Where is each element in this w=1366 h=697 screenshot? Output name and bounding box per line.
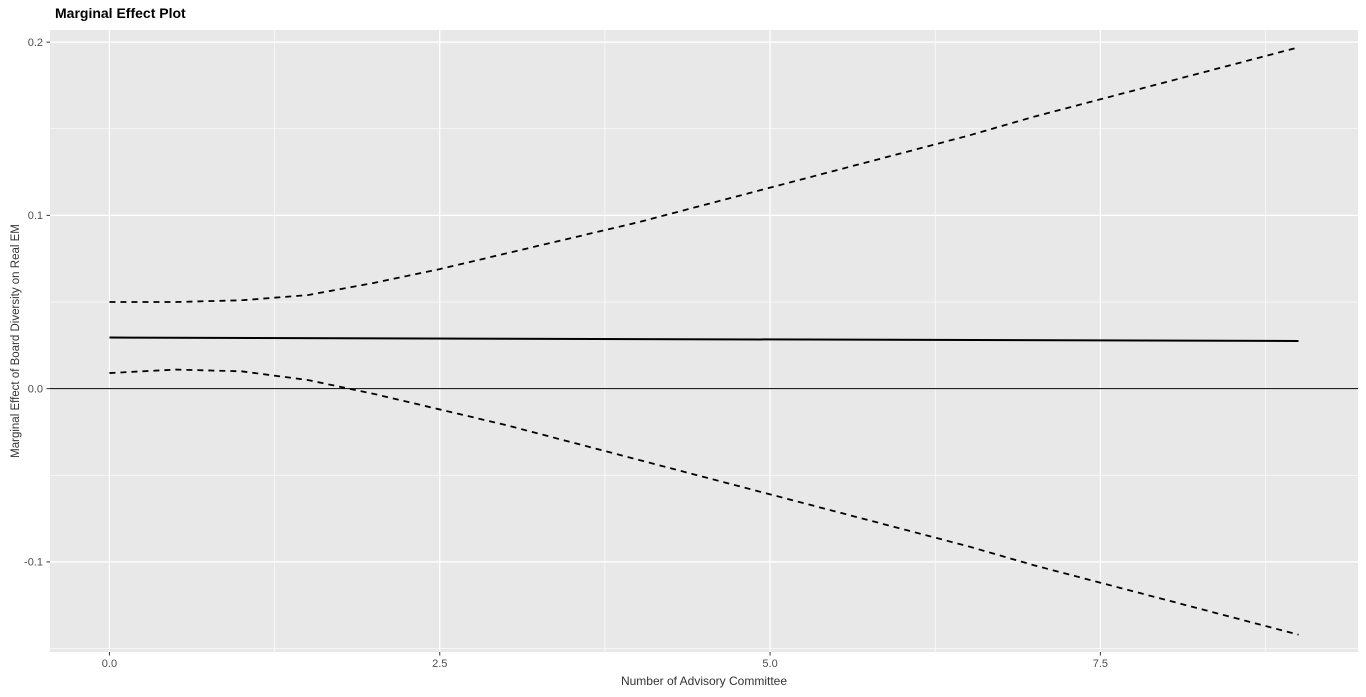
y-tick-label: 0.0 [28,383,43,395]
y-tick-label: 0.2 [28,37,43,49]
x-tick-label: 7.5 [1093,658,1108,670]
series-lower-confidence-bound [109,368,1299,636]
x-tick-label: 2.5 [432,658,447,670]
y-tick-label: 0.1 [28,210,43,222]
y-tick-label: -0.1 [24,557,43,569]
x-axis-label: Number of Advisory Committee [620,674,788,688]
chart-title: Marginal Effect Plot [55,5,186,21]
series-marginal-effect [109,336,1299,342]
x-tick-label: 0.0 [102,658,117,670]
x-tick-label: 5.0 [762,658,777,670]
series-upper-confidence-bound [109,46,1299,303]
